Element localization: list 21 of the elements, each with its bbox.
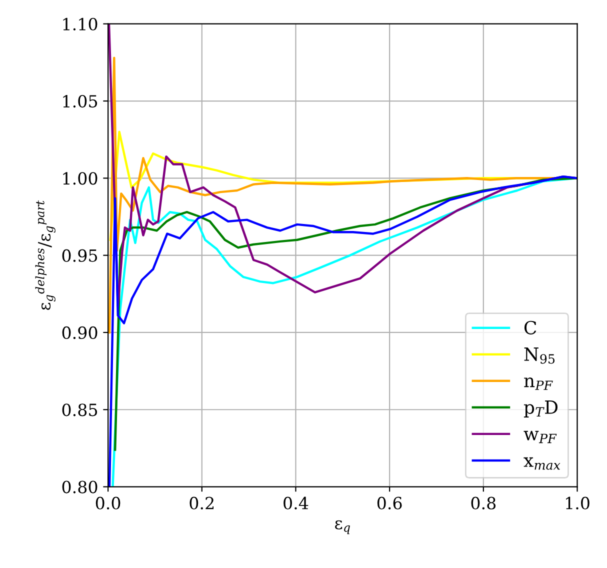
y-axis-title: ε$_{g}$$^{delphes}$/ε$_{g}$$^{part}$ [35,200,56,310]
x-tick-label: 0.2 [190,496,214,510]
legend-label: C [524,320,536,334]
x-tick-label: 0.4 [284,496,308,510]
legend-label: n$_{PF}$ [524,377,553,390]
legend-label: w$_{PF}$ [524,430,557,444]
y-tick-label: 1.10 [63,18,98,30]
x-tick-label: 0.6 [377,496,402,510]
legend-label: p$_{T}$D [524,400,558,418]
x-tick-label: 1.0 [566,496,590,510]
y-tick-label: 1.05 [63,94,98,108]
x-axis-title: ε$_{q}$ [335,520,350,534]
x-tick-label: 0.0 [96,496,120,510]
legend-label: N$_{95}$ [524,348,555,364]
legend-label: x$_{max}$ [524,457,560,470]
y-tick-label: 0.80 [62,480,98,494]
x-tick-label: 0.8 [471,496,496,510]
y-tick-label: 0.90 [62,326,98,340]
y-tick-label: 0.85 [62,404,98,416]
y-tick-label: 0.95 [62,249,98,262]
y-tick-label: 1.00 [63,172,98,185]
